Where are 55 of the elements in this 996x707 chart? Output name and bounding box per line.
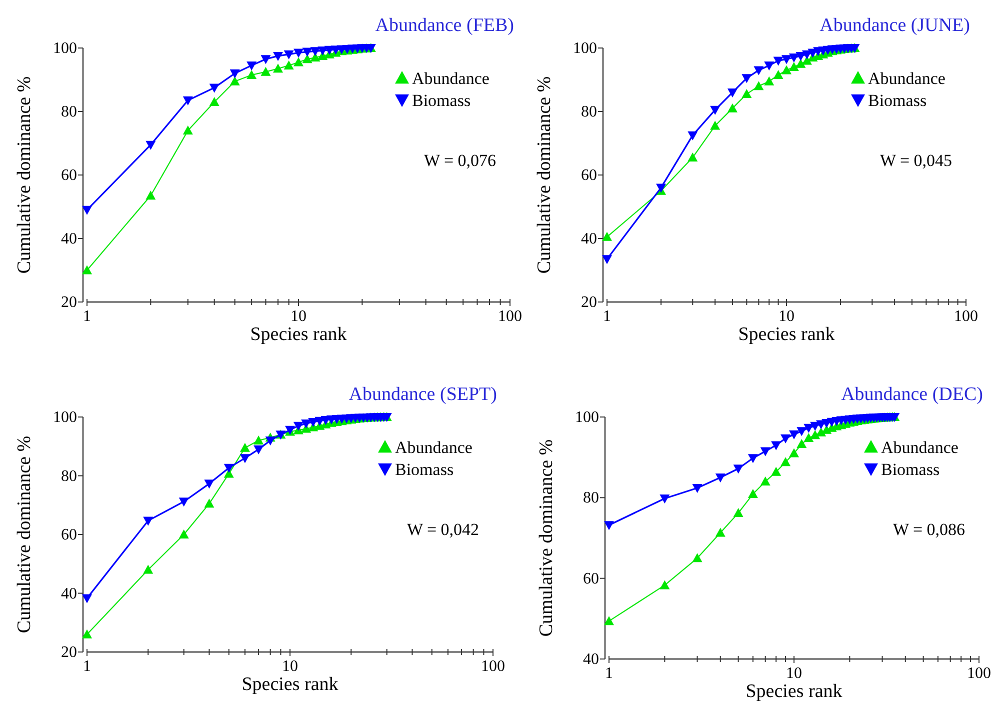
- y-tick-label: 100: [53, 40, 77, 57]
- x-axis-title: Species rank: [746, 681, 843, 702]
- x-axis-title: Species rank: [242, 674, 339, 695]
- y-tick-label: 40: [61, 230, 77, 248]
- y-tick-label: 100: [573, 40, 597, 57]
- y-tick-label: 100: [575, 409, 599, 426]
- y-tick-label: 100: [53, 409, 77, 426]
- x-tick-label: 1: [605, 665, 613, 682]
- chart-title: Abundance (JUNE): [820, 15, 970, 36]
- y-tick-label: 40: [581, 230, 597, 248]
- legend-label: Abundance: [395, 438, 472, 457]
- x-tick-label: 100: [954, 308, 978, 325]
- legend-label: Biomass: [881, 460, 940, 479]
- y-axis-title: Cumulative dominance %: [14, 436, 35, 634]
- x-tick-label: 100: [498, 308, 522, 325]
- y-tick-label: 60: [61, 526, 77, 544]
- y-tick-label: 80: [581, 104, 597, 120]
- x-tick-label: 10: [786, 665, 802, 682]
- legend-label: Biomass: [395, 460, 454, 479]
- annotation: W = 0,086: [892, 520, 966, 539]
- legend-label: Abundance: [881, 438, 958, 457]
- y-tick-label: 60: [583, 570, 599, 588]
- x-tick-label: 10: [290, 308, 306, 325]
- x-tick-label: 100: [481, 658, 505, 675]
- x-tick-label: 1: [83, 308, 91, 325]
- legend-label: Abundance: [412, 69, 490, 88]
- y-tick-label: 80: [61, 468, 77, 485]
- y-tick-label: 40: [583, 651, 599, 668]
- annotation: W = 0,076: [424, 151, 496, 170]
- legend-label: Abundance: [868, 69, 946, 88]
- annotation: W = 0,042: [406, 520, 480, 539]
- x-axis-title: Species rank: [738, 324, 836, 345]
- y-axis-title: Cumulative dominance %: [14, 76, 35, 274]
- chart-title: Abundance (DEC): [841, 384, 983, 405]
- annotation: W = 0,045: [880, 151, 952, 170]
- y-tick-label: 80: [61, 104, 77, 120]
- y-tick-label: 60: [581, 167, 597, 184]
- y-tick-label: 80: [583, 490, 599, 507]
- x-tick-label: 10: [282, 658, 298, 675]
- x-axis-title: Species rank: [250, 324, 348, 345]
- chart-title: Abundance (FEB): [375, 15, 514, 36]
- y-tick-label: 60: [61, 167, 77, 184]
- y-tick-label: 20: [61, 294, 77, 311]
- chart-title: Abundance (SEPT): [348, 384, 497, 405]
- legend-label: Biomass: [412, 91, 471, 110]
- legend-label: Biomass: [868, 91, 927, 110]
- x-tick-label: 10: [778, 308, 794, 325]
- x-tick-label: 100: [967, 665, 991, 682]
- y-tick-label: 20: [581, 294, 597, 311]
- y-tick-label: 40: [61, 585, 77, 602]
- y-tick-label: 20: [61, 644, 77, 661]
- y-axis-title: Cumulative dominance %: [534, 76, 555, 274]
- x-tick-label: 1: [83, 658, 91, 675]
- x-tick-label: 1: [603, 308, 611, 325]
- y-axis-title: Cumulative dominance %: [536, 439, 557, 637]
